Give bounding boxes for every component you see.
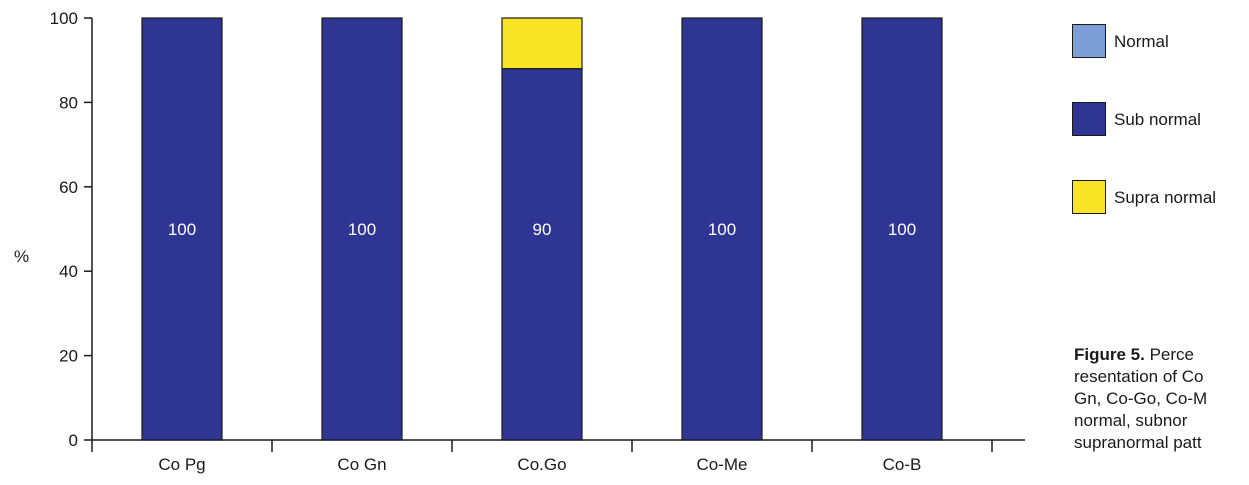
legend-label-normal: Normal [1114, 32, 1169, 51]
legend-swatch-supra-normal [1072, 180, 1106, 214]
bar-segment [501, 17, 583, 70]
figure-caption: Figure 5. Perce resentation of Co Gn, Co… [1074, 344, 1249, 464]
bar-segment [141, 17, 223, 441]
caption-line: normal, subnor [1074, 411, 1188, 430]
bar-segment [501, 68, 583, 441]
y-axis-label: % [14, 247, 29, 266]
x-tick-label: Co Pg [158, 455, 205, 474]
y-tick-label: 40 [59, 262, 78, 281]
y-tick-label: 100 [50, 9, 78, 28]
x-tick-label: Co.Go [517, 455, 566, 474]
caption-line: supranormal patt [1074, 433, 1202, 452]
bar-segment [321, 17, 403, 441]
bar-data-label: 100 [708, 220, 736, 239]
x-tick-label: Co-Me [696, 455, 747, 474]
bar-segment [861, 17, 943, 441]
x-tick-label: Co-B [883, 455, 922, 474]
caption-line: Figure 5. Perce [1074, 344, 1249, 366]
legend-label-sub-normal: Sub normal [1114, 110, 1201, 129]
y-tick-label: 60 [59, 178, 78, 197]
legend-item-sub-normal: Sub normal [1072, 102, 1249, 138]
bar-labels: 100 100 90 100 100 [168, 220, 916, 239]
legend-item-normal: Normal [1072, 24, 1249, 60]
y-tick-label: 80 [59, 93, 78, 112]
caption-text: Perce [1144, 345, 1194, 364]
legend-swatch-normal [1072, 24, 1106, 58]
y-tick-label: 0 [69, 431, 78, 450]
caption-figure-number: Figure 5. [1074, 345, 1145, 364]
x-tick-label: Co Gn [337, 455, 386, 474]
y-tick-label: 20 [59, 347, 78, 366]
caption-line: Gn, Co-Go, Co-M [1074, 389, 1208, 408]
legend: Normal Sub normal Supra normal [1072, 24, 1249, 258]
legend-label-supra-normal: Supra normal [1114, 188, 1217, 207]
bars [141, 17, 943, 441]
bar-data-label: 90 [533, 220, 552, 239]
bar-data-label: 100 [348, 220, 376, 239]
bar-segment [681, 17, 763, 441]
legend-swatch-sub-normal [1072, 102, 1106, 136]
x-axis: Co Pg Co Gn Co.Go Co-Me Co-B [91, 439, 1025, 474]
bar-data-label: 100 [888, 220, 916, 239]
caption-line: resentation of Co [1074, 367, 1204, 386]
legend-item-supra-normal: Supra normal [1072, 180, 1249, 216]
bar-data-label: 100 [168, 220, 196, 239]
y-axis: 0 20 40 60 80 100 [50, 9, 93, 450]
